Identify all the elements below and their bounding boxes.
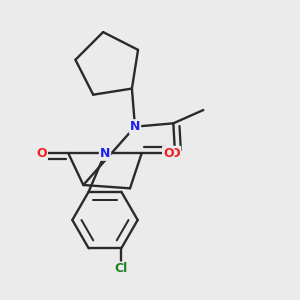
Text: N: N bbox=[130, 120, 140, 133]
Text: Cl: Cl bbox=[115, 262, 128, 275]
Text: N: N bbox=[100, 147, 110, 160]
Text: O: O bbox=[36, 147, 47, 160]
Text: O: O bbox=[163, 147, 174, 160]
Text: O: O bbox=[170, 147, 180, 160]
